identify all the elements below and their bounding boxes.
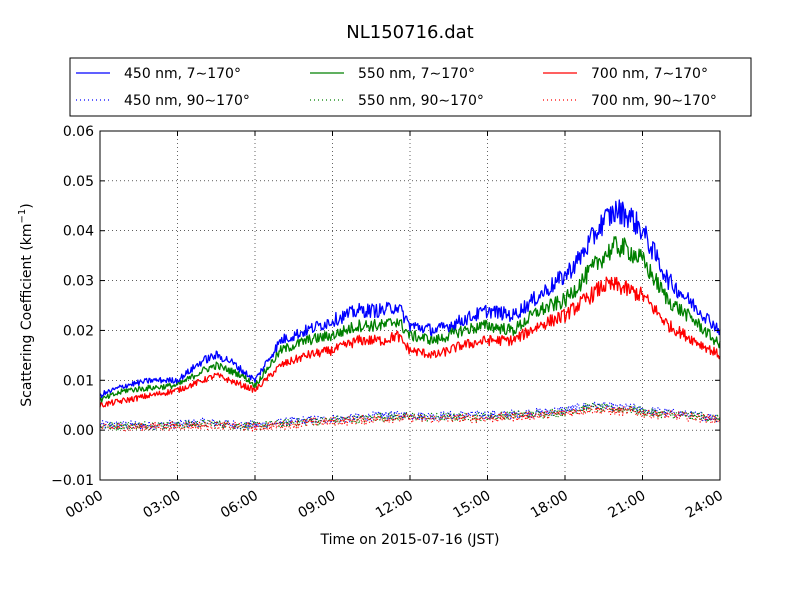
x-tick-label: 00:00	[63, 488, 106, 522]
legend-label-550-back: 550 nm, 90∼170°	[358, 93, 484, 109]
x-tick-label: 15:00	[451, 488, 494, 522]
y-axis-label-main: Scattering Coefficient (km	[19, 223, 35, 406]
x-tick-labels: 00:00 03:00 06:00 09:00 12:00 15:00 18:00 21:00…	[63, 488, 726, 522]
y-tick-label: −0.01	[51, 473, 94, 489]
legend: 450 nm, 7∼170° 450 nm, 90∼170° 550 nm, 7…	[69, 57, 752, 117]
y-tick-label: 0.05	[63, 174, 94, 190]
y-axis-label-end: )	[19, 203, 35, 208]
legend-frame	[69, 57, 752, 117]
y-tick-label: 0.06	[63, 124, 94, 140]
legend-label-700-back: 700 nm, 90∼170°	[591, 93, 717, 109]
x-tick-label: 09:00	[296, 488, 339, 522]
y-tick-label: 0.03	[63, 274, 94, 290]
y-tick-label: 0.00	[63, 423, 94, 439]
series-line-5	[99, 405, 721, 433]
series-line-4	[99, 276, 721, 408]
series-line-0	[99, 199, 721, 399]
y-axis-label: Scattering Coefficient (km−1)	[17, 203, 35, 407]
x-tick-label: 12:00	[373, 488, 416, 522]
x-tick-label: 06:00	[218, 488, 261, 522]
x-tick-label: 24:00	[683, 488, 726, 522]
legend-label-550-full: 550 nm, 7∼170°	[358, 66, 475, 82]
legend-label-450-full: 450 nm, 7∼170°	[124, 66, 241, 82]
x-axis-label: Time on 2015-07-16 (JST)	[320, 532, 500, 548]
y-tick-label: 0.02	[63, 323, 94, 339]
y-tick-label: 0.01	[63, 373, 94, 389]
chart-title: NL150716.dat	[346, 22, 473, 43]
series-layer	[99, 199, 721, 433]
y-tick-label: 0.04	[63, 224, 94, 240]
legend-label-700-full: 700 nm, 7∼170°	[591, 66, 708, 82]
y-tick-labels: −0.01 0.00 0.01 0.02 0.03 0.04 0.05 0.06	[51, 124, 94, 489]
y-axis-label-sup: −1	[17, 209, 28, 224]
series-line-1	[99, 401, 721, 431]
ticks	[99, 130, 721, 481]
x-tick-label: 18:00	[528, 488, 571, 522]
x-tick-label: 03:00	[141, 488, 184, 522]
legend-label-450-back: 450 nm, 90∼170°	[124, 93, 250, 109]
x-tick-label: 21:00	[606, 488, 649, 522]
